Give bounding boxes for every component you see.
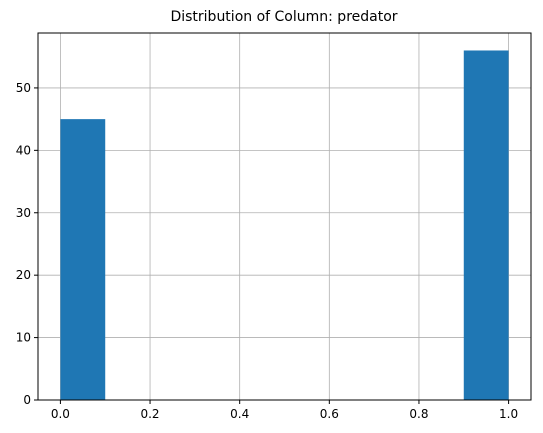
- y-tick-label: 30: [16, 206, 31, 220]
- y-tick-label: 50: [16, 81, 31, 95]
- y-tick-label: 0: [23, 393, 31, 407]
- x-axis-ticks: 0.0 0.2 0.4 0.6 0.8 1.0: [51, 400, 518, 421]
- y-tick-label: 40: [16, 143, 31, 157]
- x-tick-label: 0.4: [230, 407, 249, 421]
- grid-lines: [38, 33, 531, 401]
- y-tick-label: 20: [16, 268, 31, 282]
- chart-title: Distribution of Column: predator: [170, 9, 397, 25]
- x-tick-label: 0.8: [409, 407, 428, 421]
- x-tick-label: 1.0: [499, 407, 518, 421]
- y-tick-label: 10: [16, 331, 31, 345]
- histogram-bar: [463, 50, 509, 400]
- bars: [60, 50, 509, 400]
- x-tick-label: 0.0: [51, 407, 70, 421]
- x-tick-label: 0.2: [140, 407, 159, 421]
- plot-frame: [37, 32, 532, 401]
- x-tick-label: 0.6: [320, 407, 339, 421]
- y-axis-ticks: 0 10 20 30 40 50: [16, 81, 38, 407]
- histogram-bar: [60, 119, 106, 400]
